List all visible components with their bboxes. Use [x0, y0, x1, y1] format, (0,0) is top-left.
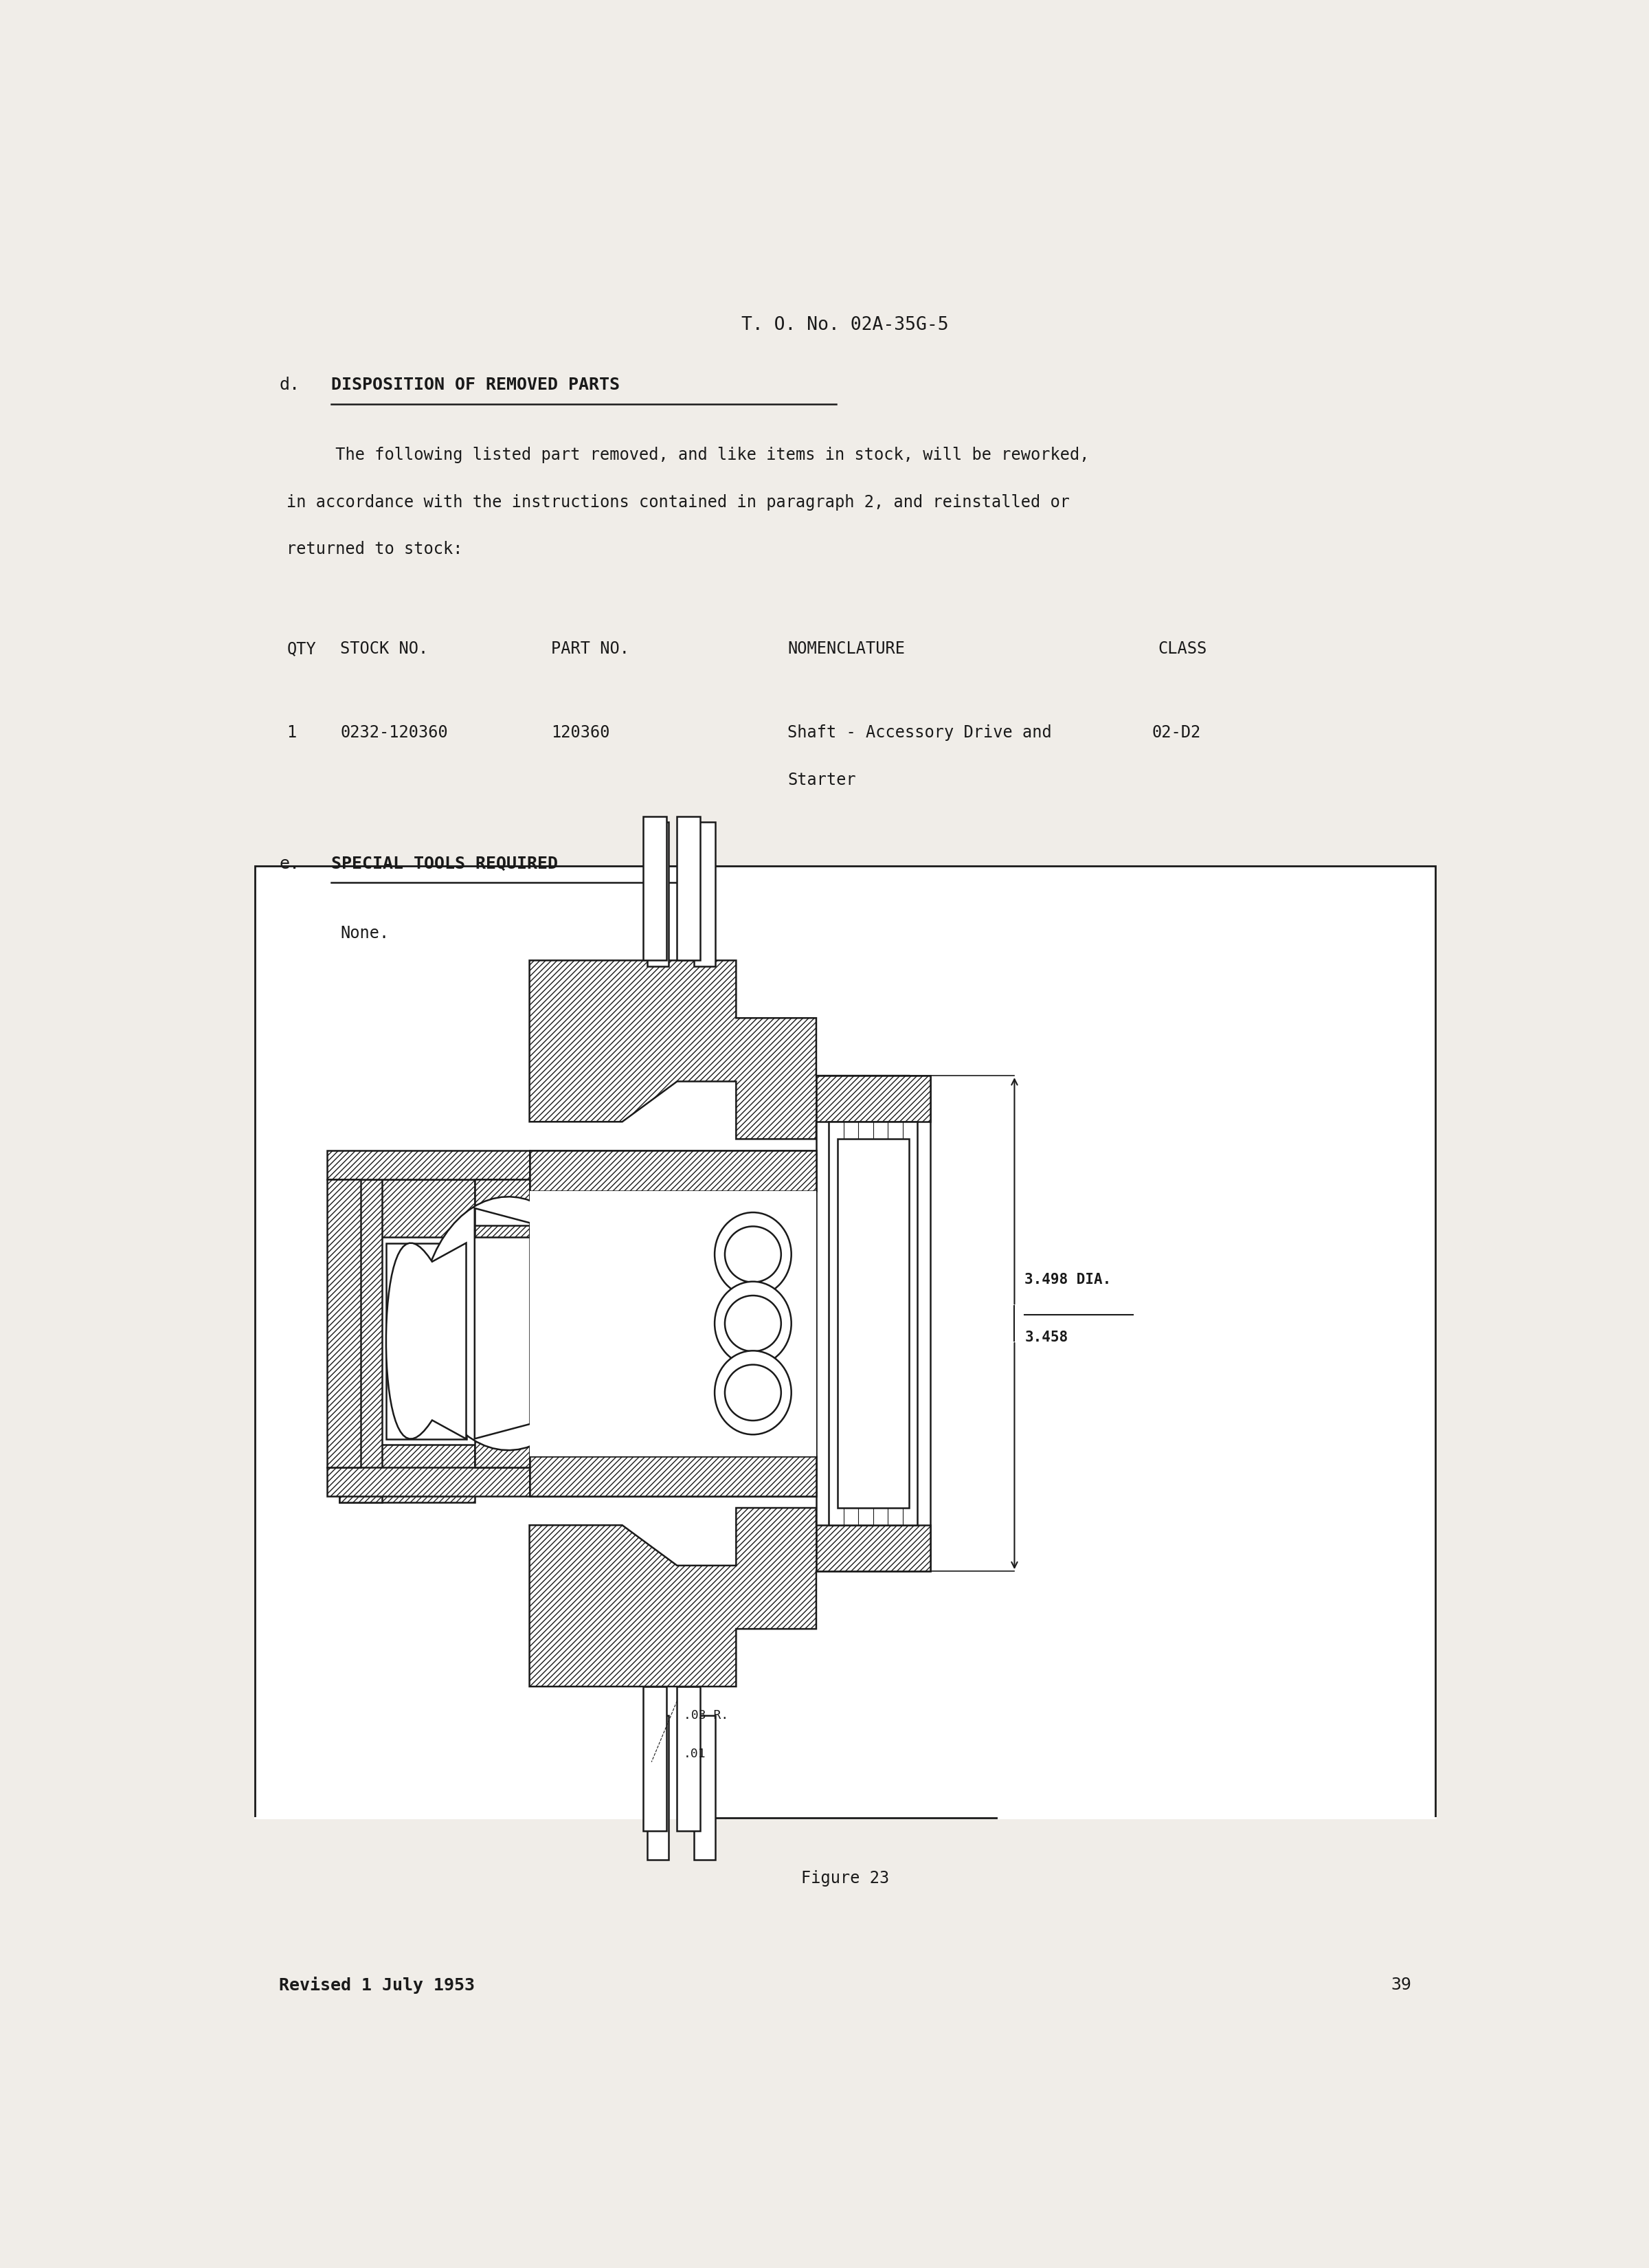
Ellipse shape: [726, 1295, 782, 1352]
Ellipse shape: [714, 1352, 792, 1436]
Polygon shape: [643, 816, 666, 959]
Polygon shape: [838, 1139, 909, 1508]
Text: 02-D2: 02-D2: [1153, 723, 1200, 742]
Polygon shape: [340, 1445, 475, 1501]
Text: SPECIAL TOOLS REQUIRED: SPECIAL TOOLS REQUIRED: [331, 855, 557, 871]
Text: PART NO.: PART NO.: [551, 640, 630, 658]
Polygon shape: [475, 1225, 529, 1238]
Polygon shape: [648, 823, 668, 966]
Text: QTY: QTY: [287, 640, 317, 658]
Text: Shaft - Accessory Drive and: Shaft - Accessory Drive and: [788, 723, 1052, 742]
Text: DISPOSITION OF REMOVED PARTS: DISPOSITION OF REMOVED PARTS: [331, 376, 620, 392]
Text: The following listed part removed, and like items in stock, will be reworked,: The following listed part removed, and l…: [287, 447, 1090, 463]
Polygon shape: [816, 1075, 930, 1123]
Polygon shape: [327, 1179, 361, 1467]
Text: d.: d.: [279, 376, 300, 392]
Text: Starter: Starter: [788, 771, 856, 787]
Ellipse shape: [726, 1227, 782, 1281]
Polygon shape: [420, 1198, 571, 1449]
Polygon shape: [643, 1687, 666, 1830]
Polygon shape: [475, 1445, 529, 1456]
Ellipse shape: [714, 1281, 792, 1365]
Text: 3.458: 3.458: [1024, 1331, 1069, 1345]
Bar: [254, 866, 1436, 1817]
Text: NOMENCLATURE: NOMENCLATURE: [788, 640, 905, 658]
Polygon shape: [648, 1715, 668, 1860]
Ellipse shape: [714, 1213, 792, 1297]
Polygon shape: [816, 1075, 930, 1572]
Text: returned to stock:: returned to stock:: [287, 542, 463, 558]
Polygon shape: [816, 1524, 930, 1572]
Polygon shape: [386, 1243, 467, 1438]
Polygon shape: [475, 1179, 529, 1209]
Polygon shape: [327, 1150, 529, 1179]
Polygon shape: [829, 1123, 917, 1524]
Polygon shape: [529, 1150, 816, 1191]
Text: in accordance with the instructions contained in paragraph 2, and reinstalled or: in accordance with the instructions cont…: [287, 494, 1070, 510]
Text: STOCK NO.: STOCK NO.: [340, 640, 429, 658]
Polygon shape: [529, 1456, 816, 1497]
Text: 0232-120360: 0232-120360: [340, 723, 449, 742]
Polygon shape: [529, 1191, 816, 1456]
Ellipse shape: [726, 1365, 782, 1420]
Text: Figure 23: Figure 23: [801, 1871, 889, 1887]
Polygon shape: [694, 823, 716, 966]
Text: 1: 1: [287, 723, 297, 742]
Polygon shape: [475, 1438, 529, 1467]
Polygon shape: [694, 1715, 716, 1860]
Polygon shape: [340, 1179, 383, 1501]
Text: 3.498 DIA.: 3.498 DIA.: [1024, 1272, 1111, 1286]
Text: .03 R.: .03 R.: [683, 1710, 729, 1721]
Text: None.: None.: [340, 925, 389, 941]
Polygon shape: [529, 959, 909, 1139]
Polygon shape: [529, 1150, 816, 1497]
Polygon shape: [678, 816, 701, 959]
Text: Revised 1 July 1953: Revised 1 July 1953: [279, 1978, 475, 1994]
Text: .01: .01: [683, 1749, 706, 1760]
Polygon shape: [327, 1467, 529, 1497]
Polygon shape: [529, 1508, 909, 1687]
Text: CLASS: CLASS: [1158, 640, 1207, 658]
Text: 120360: 120360: [551, 723, 610, 742]
Polygon shape: [386, 1243, 467, 1438]
Polygon shape: [678, 1687, 701, 1830]
Bar: [257, 869, 1433, 1814]
Text: e.: e.: [279, 855, 300, 871]
Polygon shape: [340, 1179, 475, 1238]
Text: 39: 39: [1390, 1978, 1412, 1994]
Text: T. O. No. 02A-35G-5: T. O. No. 02A-35G-5: [742, 315, 948, 333]
